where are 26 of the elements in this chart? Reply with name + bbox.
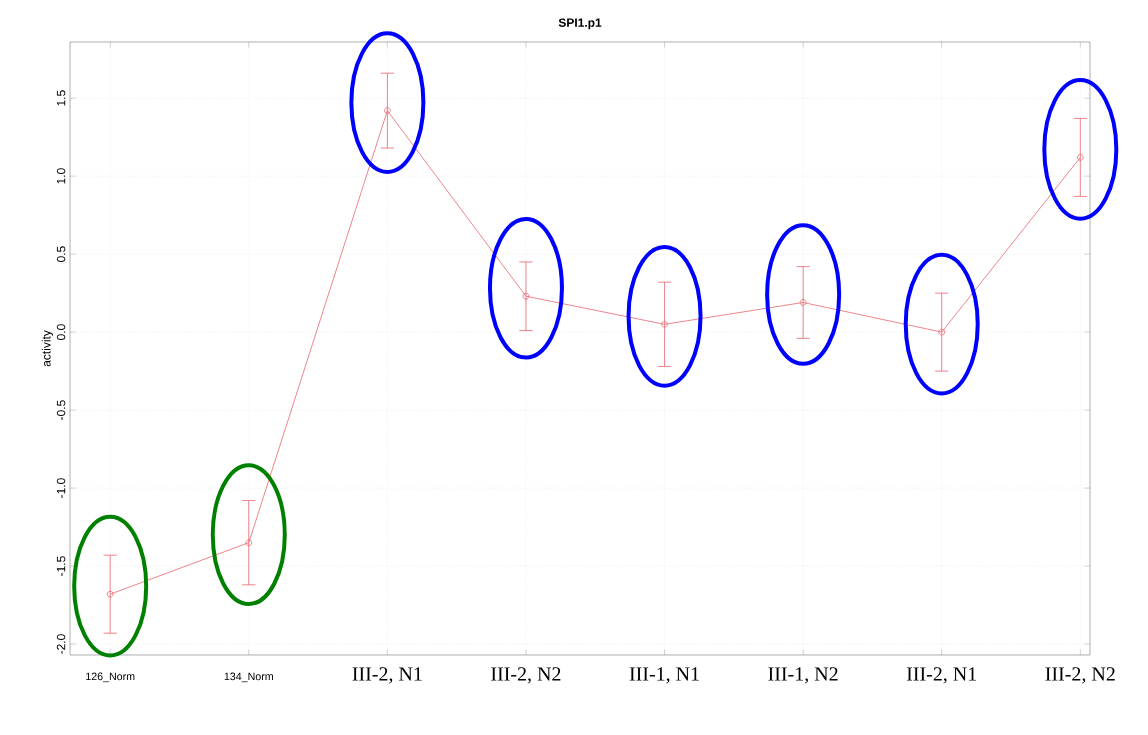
x-tick-label: III-2, N1 [352,667,422,684]
y-tick-label: 0.0 [56,324,66,340]
point [661,320,668,328]
x-tick-label: III-1, N2 [768,667,838,684]
y-tick-label: -0.5 [56,400,66,420]
y-axis-title: activity [41,330,53,367]
y-tick-label: 0.5 [56,246,66,263]
x-tick-label: III-2, N2 [491,667,561,684]
y-tick-label: -2.0 [56,634,66,654]
point [1076,154,1084,161]
point [938,328,946,336]
y-tick-label: 1.0 [56,168,66,184]
x-tick-label: 126_Norm [86,672,135,683]
point [384,107,391,114]
point [245,539,253,547]
point [106,590,114,598]
y-tick-label: -1.5 [56,556,66,576]
x-tick-label: 134_Norm [224,672,273,683]
point [522,292,530,300]
x-tick-label: III-2, N2 [1045,667,1115,684]
x-tick-label: III-1, N1 [629,667,699,684]
y-tick-label: -1.0 [56,478,66,498]
point [799,299,807,306]
y-tick-label: 1.5 [56,90,66,106]
chart-title: SPI1.p1 [558,18,602,30]
x-tick-label: III-2, N1 [906,667,977,684]
